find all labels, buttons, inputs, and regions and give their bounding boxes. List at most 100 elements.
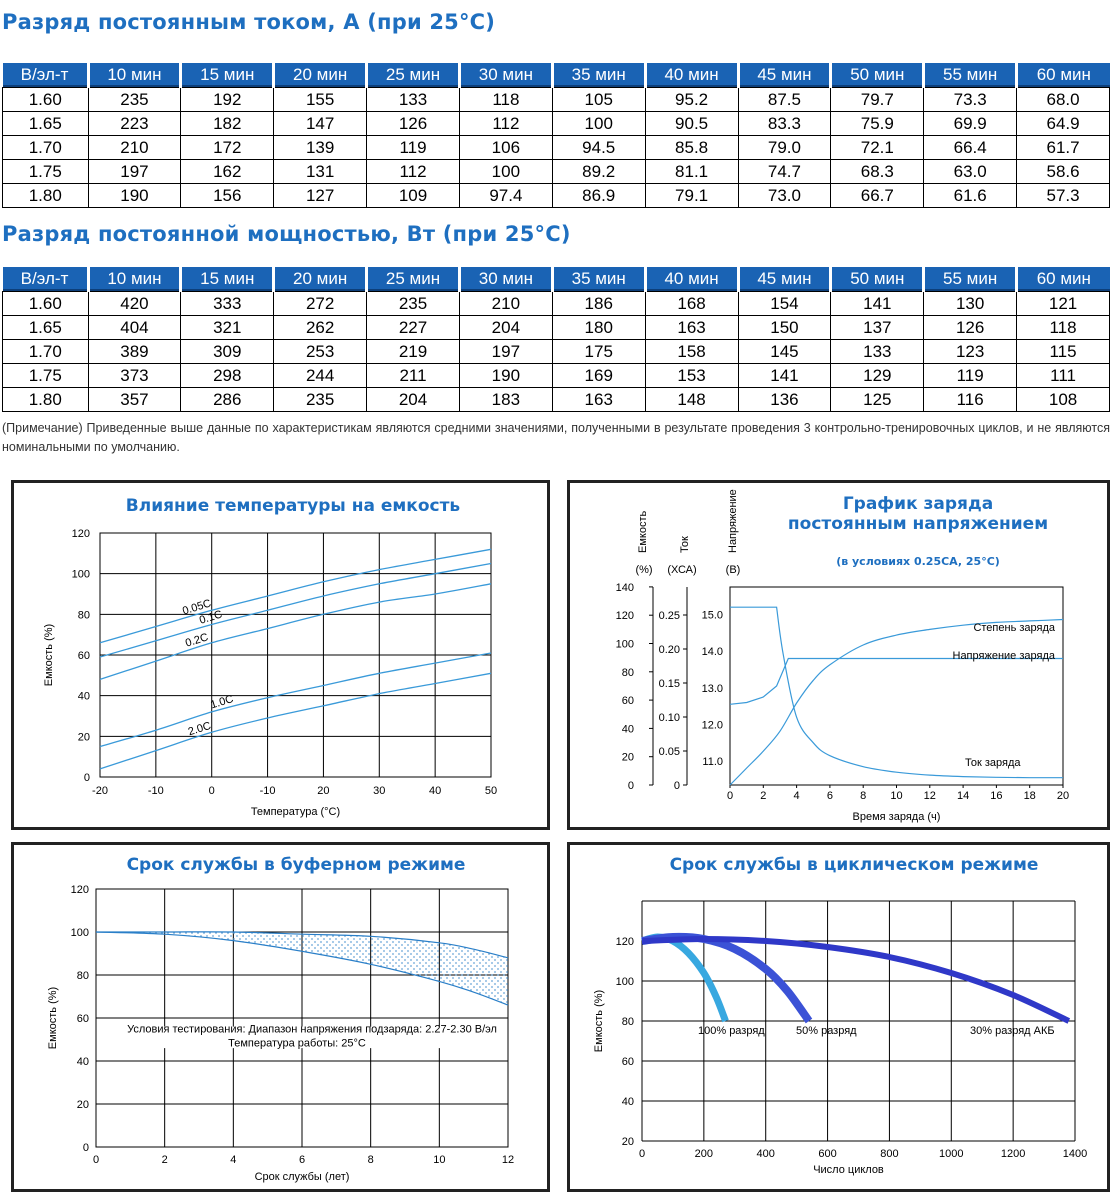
power-table-cell: 121 bbox=[1016, 291, 1110, 316]
power-table-cell: 158 bbox=[644, 339, 739, 364]
power-table-row: 1.60 420 333 272 235 210 186 168 154 141 130 121 bbox=[2, 291, 1110, 316]
x-tick-label: 800 bbox=[880, 1148, 898, 1160]
series-line bbox=[729, 657, 1063, 705]
section2-title: Разряд постоянной мощностью, Вт (при 25°… bbox=[2, 222, 571, 246]
y-tick-label: 60 bbox=[78, 650, 90, 662]
y-tick-label: 120 bbox=[71, 884, 89, 896]
x-tick-label: -10 bbox=[260, 785, 276, 797]
power-table-cell: 373 bbox=[87, 363, 182, 388]
y-tick-label: 120 bbox=[616, 936, 634, 948]
power-table-header-cell: 60 мин bbox=[1015, 267, 1110, 292]
y-tick-label: 60 bbox=[622, 1056, 634, 1068]
current-table-header-cell: В/эл-т bbox=[2, 63, 88, 88]
power-table-cell: 123 bbox=[923, 339, 1018, 364]
y-tick-label: 120 bbox=[72, 528, 90, 540]
x-tick-label: 4 bbox=[230, 1154, 236, 1166]
current-table-header-cell: 55 мин bbox=[922, 63, 1017, 88]
chart-cycle-life: Срок службы в циклическом режиме 20 40 60 80… bbox=[567, 842, 1110, 1192]
power-table-cell: 1.60 bbox=[2, 291, 89, 316]
series-line bbox=[99, 672, 492, 770]
current-table-cell: 66.4 bbox=[923, 135, 1018, 160]
power-table-cell: 175 bbox=[551, 339, 646, 364]
current-table-cell: 61.6 bbox=[923, 183, 1018, 208]
voltage-tick: 15.0 bbox=[702, 610, 723, 622]
x-tick-label: 400 bbox=[757, 1148, 775, 1160]
chart-title: Срок службы в циклическом режиме bbox=[670, 855, 1039, 875]
current-table-row: 1.60 235 192 155 133 118 105 95.2 87.5 79.7 73.3 68… bbox=[2, 87, 1110, 112]
voltage-tick: 12.0 bbox=[702, 720, 723, 732]
power-table-cell: 133 bbox=[830, 339, 925, 364]
axis-header: Ток bbox=[679, 536, 691, 553]
power-table-cell: 235 bbox=[273, 387, 368, 412]
y-tick-label: 40 bbox=[77, 1056, 89, 1068]
power-table-cell: 1.80 bbox=[2, 387, 89, 412]
current-table-row: 1.65 223 182 147 126 112 100 90.5 83.3 75.9 69.9 64… bbox=[2, 111, 1110, 136]
y-tick-label: 80 bbox=[622, 1016, 634, 1028]
chart-title: Срок службы в буферном режиме bbox=[127, 855, 466, 875]
power-table-cell: 262 bbox=[273, 315, 368, 340]
current-table-cell: 118 bbox=[458, 87, 553, 112]
power-table-header-cell: 30 мин bbox=[457, 267, 553, 292]
chart-title: График заряда bbox=[843, 494, 993, 514]
voltage-tick: 14.0 bbox=[702, 646, 723, 658]
plot-frame bbox=[729, 586, 1064, 786]
current-table-header-cell: 60 мин bbox=[1015, 63, 1110, 88]
series-line bbox=[99, 548, 492, 644]
power-table-cell: 420 bbox=[87, 291, 182, 316]
current-table-cell: 83.3 bbox=[737, 111, 832, 136]
current-table-cell: 63.0 bbox=[923, 159, 1018, 184]
x-tick-label: -10 bbox=[148, 785, 164, 797]
power-table-cell: 118 bbox=[1016, 315, 1110, 340]
y-tick-label: 80 bbox=[77, 970, 89, 982]
power-table-cell: 244 bbox=[273, 363, 368, 388]
x-tick-label: 40 bbox=[429, 785, 441, 797]
capacity-tick: 40 bbox=[622, 723, 634, 735]
x-tick-label: 200 bbox=[695, 1148, 713, 1160]
chart-cycle-svg: Срок службы в циклическом режиме 20 40 60 80… bbox=[593, 855, 1087, 1176]
current-table-cell: 106 bbox=[458, 135, 553, 160]
current-table-cell: 73.3 bbox=[923, 87, 1018, 112]
chart-title: Влияние температуры на емкость bbox=[126, 496, 460, 516]
series-label: Ток заряда bbox=[965, 757, 1021, 769]
y-tick-label: 40 bbox=[622, 1096, 634, 1108]
y-tick-label: 100 bbox=[616, 976, 634, 988]
power-table-cell: 1.70 bbox=[2, 339, 89, 364]
x-tick-label: 20 bbox=[1057, 790, 1069, 802]
power-table-cell: 321 bbox=[180, 315, 275, 340]
current-table-cell: 197 bbox=[87, 159, 182, 184]
current-table-header-cell: 45 мин bbox=[736, 63, 831, 88]
current-table-cell: 72.1 bbox=[830, 135, 925, 160]
y-tick-label: 100 bbox=[72, 569, 90, 581]
current-table-cell: 192 bbox=[180, 87, 275, 112]
power-table-cell: 141 bbox=[737, 363, 832, 388]
current-table-cell: 162 bbox=[180, 159, 275, 184]
power-table-cell: 210 bbox=[458, 291, 553, 316]
series-label: Степень заряда bbox=[973, 622, 1055, 634]
power-table-cell: 145 bbox=[737, 339, 832, 364]
current-table-cell: 85.8 bbox=[644, 135, 739, 160]
current-table-cell: 172 bbox=[180, 135, 275, 160]
current-table-cell: 133 bbox=[366, 87, 460, 112]
annotation-line: Температура работы: 25°C bbox=[228, 1038, 366, 1050]
power-table-cell: 168 bbox=[644, 291, 739, 316]
current-table-cell: 190 bbox=[87, 183, 182, 208]
power-table-cell: 211 bbox=[366, 363, 460, 388]
current-table-cell: 74.7 bbox=[737, 159, 832, 184]
current-table-header-cell: 35 мин bbox=[550, 63, 646, 88]
x-tick-label: 0 bbox=[93, 1154, 99, 1166]
current-table-cell: 64.9 bbox=[1016, 111, 1110, 136]
current-table-cell: 1.75 bbox=[2, 159, 89, 184]
power-table-header-cell: В/эл-т bbox=[2, 267, 88, 292]
power-table-cell: 190 bbox=[458, 363, 553, 388]
y-tick-label: 60 bbox=[77, 1013, 89, 1025]
x-axis-label: Число циклов bbox=[813, 1164, 884, 1176]
y-axis-label: Емкость (%) bbox=[593, 990, 605, 1052]
y-tick-label: 80 bbox=[78, 609, 90, 621]
current-table-cell: 79.1 bbox=[644, 183, 739, 208]
current-table-cell: 156 bbox=[180, 183, 275, 208]
current-table-cell: 235 bbox=[87, 87, 182, 112]
current-table-header-cell: 10 мин bbox=[86, 63, 181, 88]
current-table-cell: 68.0 bbox=[1016, 87, 1110, 112]
x-axis-label: Температура (°C) bbox=[251, 806, 340, 818]
